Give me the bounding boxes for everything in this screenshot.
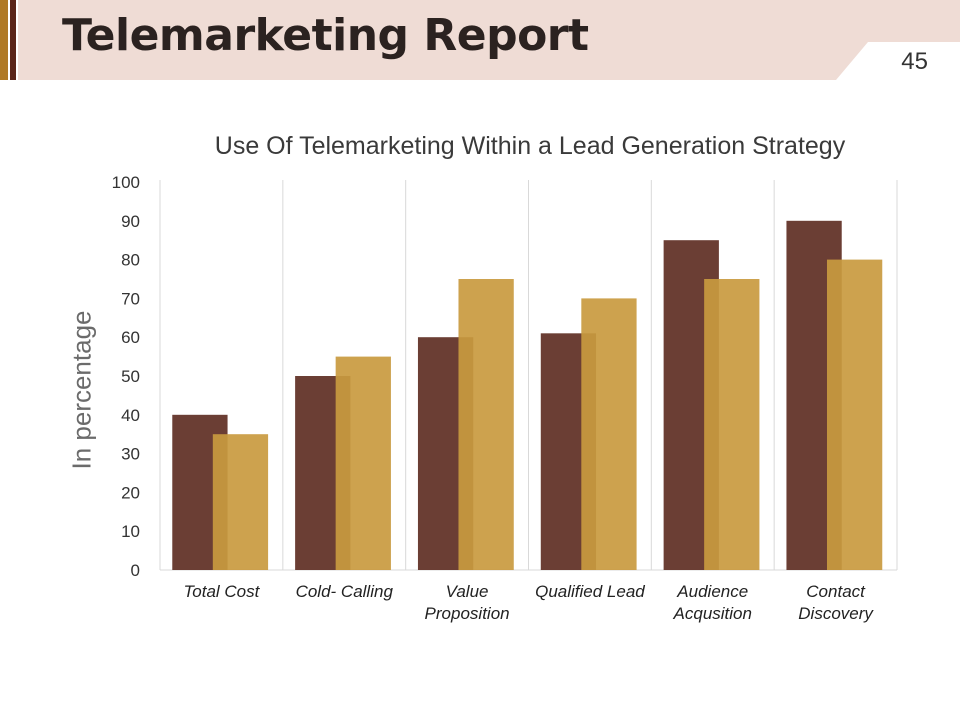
y-tick-label: 30 <box>121 445 140 464</box>
x-category-label-line: Audience <box>676 582 748 601</box>
y-tick-label: 60 <box>121 328 140 347</box>
x-category-labels: Total Cost Cold- Calling Value Proposition Q… <box>183 582 874 623</box>
x-category-label: Audience Acqusition <box>673 582 752 623</box>
bars-layer <box>172 220 883 571</box>
header-banner: Telemarketing Report 45 <box>0 0 960 80</box>
x-category-label-line: Contact <box>806 582 866 601</box>
y-tick-label: 100 <box>112 173 140 192</box>
grid-layer <box>159 180 898 571</box>
x-category-label-line: Proposition <box>425 604 510 623</box>
header-accent-gold-bar <box>0 0 8 80</box>
y-tick-label: 90 <box>121 212 140 231</box>
x-category-label-line: Discovery <box>798 604 874 623</box>
y-tick-label: 0 <box>131 561 140 580</box>
x-category-label-line: Acqusition <box>673 604 752 623</box>
page-title: Telemarketing Report <box>62 10 589 61</box>
x-category-label: Cold- Calling <box>296 582 394 601</box>
x-category-label-line: Total Cost <box>183 582 260 601</box>
x-category-label: Contact Discovery <box>798 582 874 623</box>
bar-series-2 <box>826 259 883 570</box>
y-tick-labels: 0 10 20 30 40 50 60 70 80 90 100 <box>112 173 140 580</box>
x-category-label-line: Value <box>446 582 489 601</box>
x-category-label: Total Cost <box>183 582 260 601</box>
x-category-label: Value Proposition <box>425 582 510 623</box>
y-tick-label: 10 <box>121 522 140 541</box>
y-tick-label: 20 <box>121 483 140 502</box>
y-tick-label: 70 <box>121 289 140 308</box>
x-category-label-line: Qualified Lead <box>535 582 645 601</box>
y-tick-label: 40 <box>121 406 140 425</box>
y-tick-label: 80 <box>121 251 140 270</box>
bar-series-2 <box>335 356 391 570</box>
y-tick-label: 50 <box>121 367 140 386</box>
chart-title: Use Of Telemarketing Within a Lead Gener… <box>214 132 846 160</box>
header-accent-dark-bar <box>10 0 16 80</box>
x-category-label: Qualified Lead <box>535 582 645 601</box>
page-number: 45 <box>901 48 928 75</box>
bar-series-2 <box>581 298 637 570</box>
bar-series-2 <box>704 279 760 570</box>
bar-series-2 <box>212 434 269 570</box>
header-band <box>18 0 960 80</box>
bar-series-2 <box>458 279 514 570</box>
x-category-label-line: Cold- Calling <box>296 582 394 601</box>
header-background <box>0 0 960 80</box>
